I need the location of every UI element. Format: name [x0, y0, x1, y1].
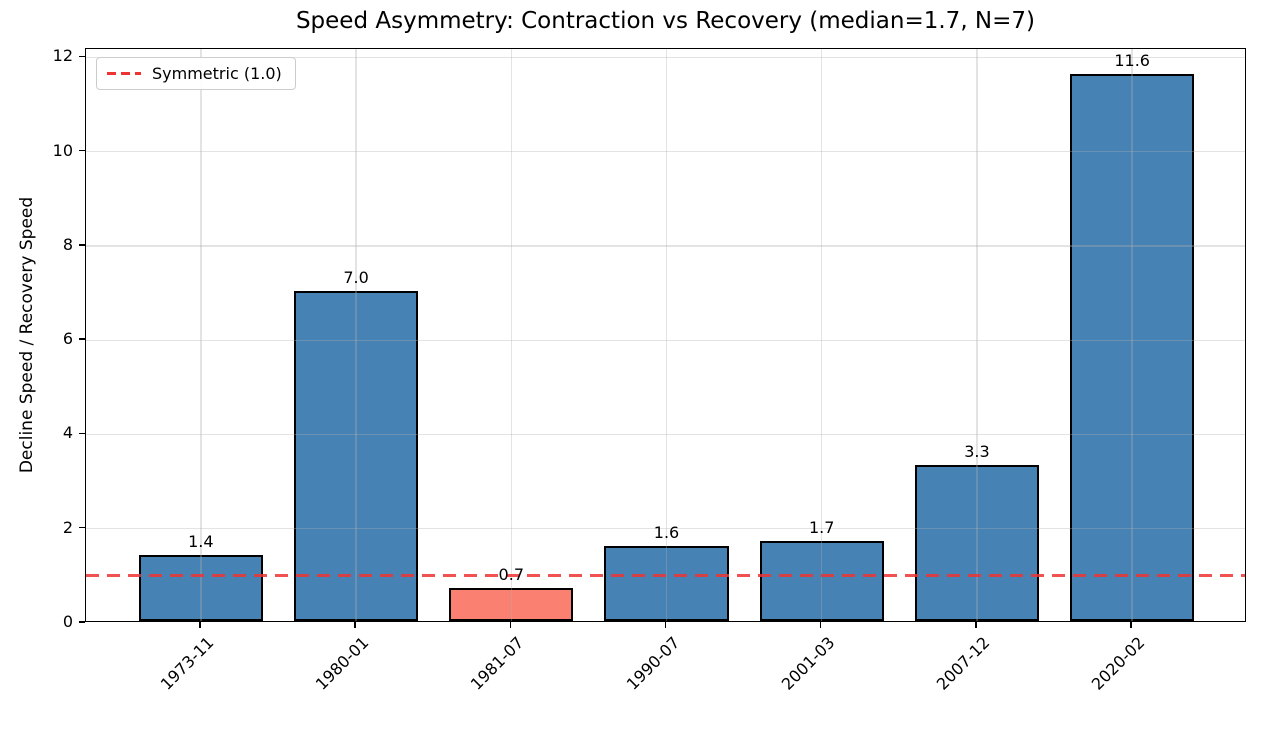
gridline-horizontal [86, 339, 1245, 341]
legend: Symmetric (1.0) [96, 57, 296, 90]
y-tick-label: 12 [52, 46, 73, 66]
x-tick-mark [664, 622, 667, 628]
gridline-vertical [1131, 49, 1133, 621]
gridline-vertical [510, 49, 512, 621]
gridline-horizontal [86, 528, 1245, 530]
gridline-horizontal [86, 433, 1245, 436]
y-tick-mark [79, 526, 85, 529]
bar-2020-02 [1070, 74, 1195, 621]
bar-value-label: 1.4 [188, 532, 214, 552]
bar-2001-03 [759, 540, 884, 621]
x-tick-label: 2020-02 [1087, 633, 1149, 694]
y-tick-mark [79, 432, 85, 435]
plot-area: Symmetric (1.0) 1.4 7.0 0.7 1.6 1.7 3.3 11.6 [85, 48, 1246, 622]
y-tick-label: 8 [62, 234, 73, 254]
bar-value-label: 11.6 [1114, 51, 1150, 71]
bar-value-label: 1.7 [808, 517, 835, 537]
x-tick-mark [1130, 622, 1132, 628]
x-tick-label: 1973-11 [156, 633, 218, 694]
gridline-horizontal [86, 151, 1245, 153]
chart-title: Speed Asymmetry: Contraction vs Recovery… [295, 8, 1036, 34]
y-tick-mark [79, 621, 85, 623]
x-tick-mark [199, 622, 201, 628]
y-tick-mark [79, 244, 85, 246]
bar-value-label: 0.7 [498, 565, 524, 585]
bar-value-label: 1.6 [653, 522, 680, 542]
gridline-horizontal [86, 245, 1245, 247]
bar-1981-07 [449, 588, 574, 621]
x-tick-mark [509, 622, 512, 628]
gridline-vertical [200, 49, 202, 621]
bar-value-label: 7.0 [343, 268, 369, 288]
bar-1990-07 [604, 545, 729, 621]
x-tick-label: 1981-07 [467, 633, 528, 694]
x-tick-mark [819, 622, 822, 628]
y-tick-mark [79, 55, 85, 58]
bar-value-label: 3.3 [964, 442, 990, 462]
y-tick-label: 10 [52, 140, 73, 160]
gridline-horizontal [86, 56, 1245, 59]
bar-1973-11 [138, 555, 263, 621]
x-tick-label: 1980-01 [311, 633, 373, 694]
y-tick-label: 4 [62, 423, 73, 443]
gridline-vertical [665, 49, 668, 621]
dashed-line-icon [107, 72, 141, 75]
bar-2007-12 [914, 465, 1039, 621]
x-tick-label: 2007-12 [932, 633, 994, 694]
y-tick-mark [79, 338, 85, 340]
bar-1980-01 [293, 291, 419, 621]
reference-line [86, 574, 1245, 578]
legend-label: Symmetric (1.0) [152, 64, 282, 83]
gridline-vertical [976, 49, 978, 621]
x-tick-label: 2001-03 [777, 633, 839, 694]
x-tick-mark [975, 622, 977, 628]
y-tick-label: 6 [62, 329, 73, 349]
gridline-vertical [355, 49, 357, 621]
x-tick-mark [354, 622, 356, 628]
x-tick-label: 1990-07 [622, 633, 683, 694]
y-tick-mark [79, 149, 85, 152]
y-tick-label: 0 [62, 612, 73, 631]
y-tick-label: 2 [62, 517, 73, 537]
gridline-vertical [821, 49, 823, 621]
